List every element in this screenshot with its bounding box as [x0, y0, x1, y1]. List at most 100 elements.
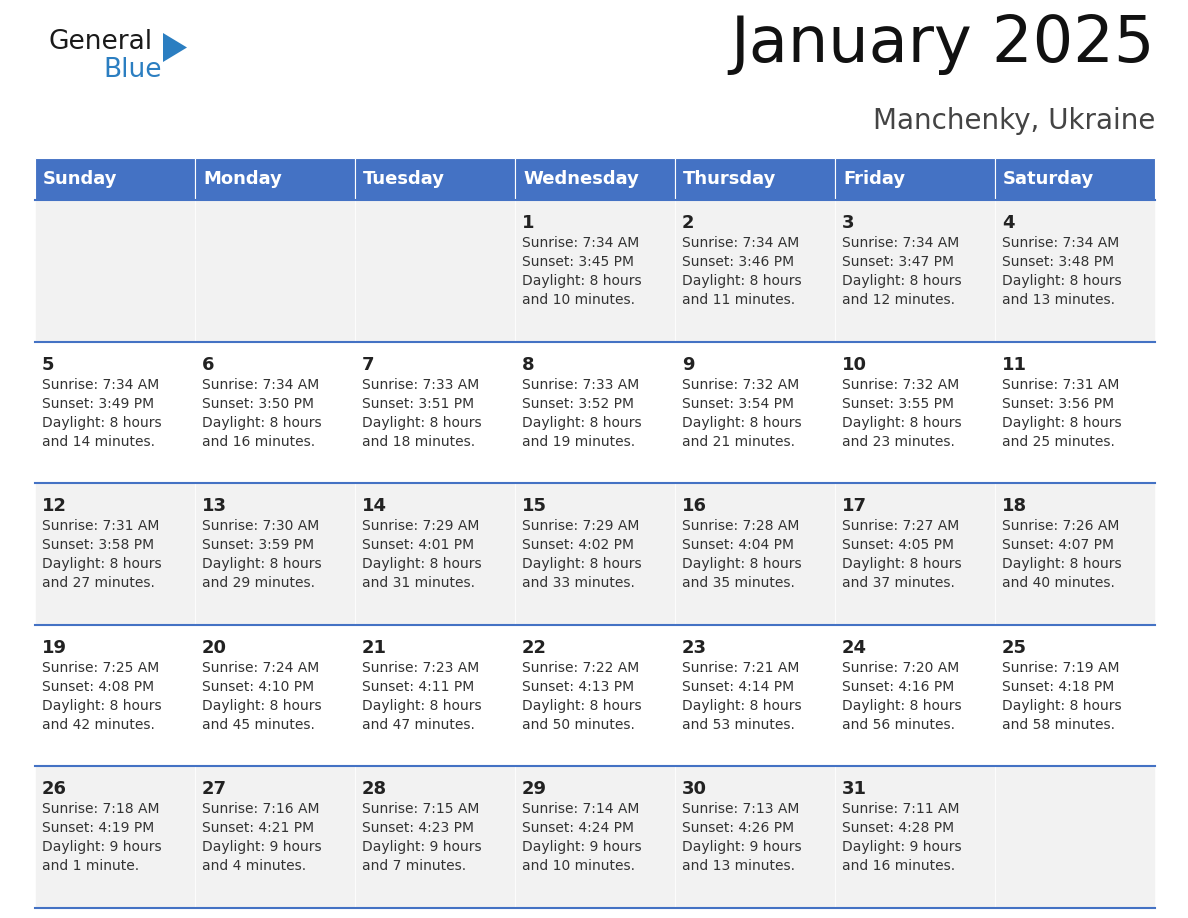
Text: Sunrise: 7:22 AM: Sunrise: 7:22 AM — [522, 661, 639, 675]
Text: Sunset: 4:02 PM: Sunset: 4:02 PM — [522, 538, 634, 553]
Text: and 10 minutes.: and 10 minutes. — [522, 859, 636, 873]
Bar — [835, 483, 996, 625]
Text: Sunrise: 7:32 AM: Sunrise: 7:32 AM — [842, 377, 959, 392]
Text: and 42 minutes.: and 42 minutes. — [42, 718, 154, 732]
Text: Sunset: 3:49 PM: Sunset: 3:49 PM — [42, 397, 154, 410]
Text: Daylight: 8 hours: Daylight: 8 hours — [202, 416, 322, 430]
Text: and 56 minutes.: and 56 minutes. — [842, 718, 955, 732]
Text: Sunset: 3:55 PM: Sunset: 3:55 PM — [842, 397, 954, 410]
Text: 20: 20 — [202, 639, 227, 656]
Bar — [675, 341, 835, 483]
Text: Daylight: 8 hours: Daylight: 8 hours — [202, 557, 322, 571]
Text: Sunrise: 7:24 AM: Sunrise: 7:24 AM — [202, 661, 320, 675]
Text: Sunset: 4:14 PM: Sunset: 4:14 PM — [682, 680, 794, 694]
Text: 1: 1 — [522, 214, 535, 232]
Text: Sunset: 4:05 PM: Sunset: 4:05 PM — [842, 538, 954, 553]
Bar — [516, 767, 675, 908]
Text: Sunrise: 7:30 AM: Sunrise: 7:30 AM — [202, 520, 320, 533]
Text: 4: 4 — [1001, 214, 1015, 232]
Text: Sunset: 3:59 PM: Sunset: 3:59 PM — [202, 538, 314, 553]
Text: Daylight: 9 hours: Daylight: 9 hours — [842, 840, 961, 855]
Text: Wednesday: Wednesday — [523, 170, 639, 188]
Bar — [355, 625, 516, 767]
Text: and 29 minutes.: and 29 minutes. — [202, 577, 315, 590]
Text: and 10 minutes.: and 10 minutes. — [522, 293, 636, 307]
Text: Sunrise: 7:23 AM: Sunrise: 7:23 AM — [362, 661, 479, 675]
Text: Sunset: 4:16 PM: Sunset: 4:16 PM — [842, 680, 954, 694]
Text: Sunset: 4:24 PM: Sunset: 4:24 PM — [522, 822, 634, 835]
Bar — [996, 483, 1155, 625]
Text: 7: 7 — [362, 355, 374, 374]
Bar — [355, 200, 516, 341]
Text: and 16 minutes.: and 16 minutes. — [842, 859, 955, 873]
Text: Sunrise: 7:19 AM: Sunrise: 7:19 AM — [1001, 661, 1119, 675]
Text: Daylight: 8 hours: Daylight: 8 hours — [362, 699, 481, 712]
Text: Sunrise: 7:34 AM: Sunrise: 7:34 AM — [682, 236, 800, 250]
Text: Sunset: 3:56 PM: Sunset: 3:56 PM — [1001, 397, 1114, 410]
Text: Sunrise: 7:31 AM: Sunrise: 7:31 AM — [1001, 377, 1119, 392]
Bar — [34, 767, 195, 908]
Text: Sunset: 3:46 PM: Sunset: 3:46 PM — [682, 255, 794, 269]
Bar — [996, 625, 1155, 767]
Text: Manchenky, Ukraine: Manchenky, Ukraine — [873, 107, 1155, 135]
Text: 19: 19 — [42, 639, 67, 656]
Bar — [835, 200, 996, 341]
Bar — [34, 341, 195, 483]
Text: Daylight: 8 hours: Daylight: 8 hours — [202, 699, 322, 712]
Text: Daylight: 8 hours: Daylight: 8 hours — [42, 416, 162, 430]
Bar — [34, 625, 195, 767]
Text: Daylight: 8 hours: Daylight: 8 hours — [1001, 699, 1121, 712]
Bar — [195, 158, 355, 200]
Text: 13: 13 — [202, 498, 227, 515]
Text: Sunrise: 7:33 AM: Sunrise: 7:33 AM — [362, 377, 479, 392]
Text: and 4 minutes.: and 4 minutes. — [202, 859, 307, 873]
Text: Daylight: 8 hours: Daylight: 8 hours — [682, 274, 802, 288]
Text: Sunset: 4:28 PM: Sunset: 4:28 PM — [842, 822, 954, 835]
Bar — [516, 625, 675, 767]
Bar — [516, 341, 675, 483]
Text: Sunday: Sunday — [43, 170, 118, 188]
Text: Tuesday: Tuesday — [364, 170, 446, 188]
Text: Sunset: 4:04 PM: Sunset: 4:04 PM — [682, 538, 794, 553]
Text: Sunset: 4:18 PM: Sunset: 4:18 PM — [1001, 680, 1114, 694]
Text: 10: 10 — [842, 355, 867, 374]
Text: and 31 minutes.: and 31 minutes. — [362, 577, 475, 590]
Text: Sunset: 4:10 PM: Sunset: 4:10 PM — [202, 680, 314, 694]
Bar — [675, 158, 835, 200]
Text: and 13 minutes.: and 13 minutes. — [682, 859, 795, 873]
Bar — [516, 200, 675, 341]
Text: Sunset: 4:13 PM: Sunset: 4:13 PM — [522, 680, 634, 694]
Bar — [516, 483, 675, 625]
Text: Daylight: 9 hours: Daylight: 9 hours — [682, 840, 802, 855]
Text: Daylight: 8 hours: Daylight: 8 hours — [682, 557, 802, 571]
Bar — [195, 483, 355, 625]
Bar — [835, 341, 996, 483]
Text: Daylight: 8 hours: Daylight: 8 hours — [682, 416, 802, 430]
Text: Daylight: 9 hours: Daylight: 9 hours — [522, 840, 642, 855]
Text: Sunrise: 7:34 AM: Sunrise: 7:34 AM — [42, 377, 159, 392]
Text: and 58 minutes.: and 58 minutes. — [1001, 718, 1116, 732]
Text: Daylight: 8 hours: Daylight: 8 hours — [362, 557, 481, 571]
Text: and 25 minutes.: and 25 minutes. — [1001, 434, 1114, 449]
Bar — [835, 158, 996, 200]
Text: and 11 minutes.: and 11 minutes. — [682, 293, 795, 307]
Bar — [195, 341, 355, 483]
Text: 31: 31 — [842, 780, 867, 799]
Text: Sunset: 3:50 PM: Sunset: 3:50 PM — [202, 397, 314, 410]
Bar — [835, 625, 996, 767]
Text: and 45 minutes.: and 45 minutes. — [202, 718, 315, 732]
Text: and 18 minutes.: and 18 minutes. — [362, 434, 475, 449]
Text: Sunrise: 7:34 AM: Sunrise: 7:34 AM — [1001, 236, 1119, 250]
Text: Sunrise: 7:34 AM: Sunrise: 7:34 AM — [522, 236, 639, 250]
Text: and 21 minutes.: and 21 minutes. — [682, 434, 795, 449]
Text: Daylight: 9 hours: Daylight: 9 hours — [42, 840, 162, 855]
Text: January 2025: January 2025 — [731, 13, 1155, 75]
Text: Sunrise: 7:20 AM: Sunrise: 7:20 AM — [842, 661, 959, 675]
Text: Daylight: 8 hours: Daylight: 8 hours — [1001, 416, 1121, 430]
Bar — [355, 341, 516, 483]
Bar — [675, 767, 835, 908]
Text: and 19 minutes.: and 19 minutes. — [522, 434, 636, 449]
Text: and 50 minutes.: and 50 minutes. — [522, 718, 634, 732]
Text: and 33 minutes.: and 33 minutes. — [522, 577, 634, 590]
Text: 25: 25 — [1001, 639, 1026, 656]
